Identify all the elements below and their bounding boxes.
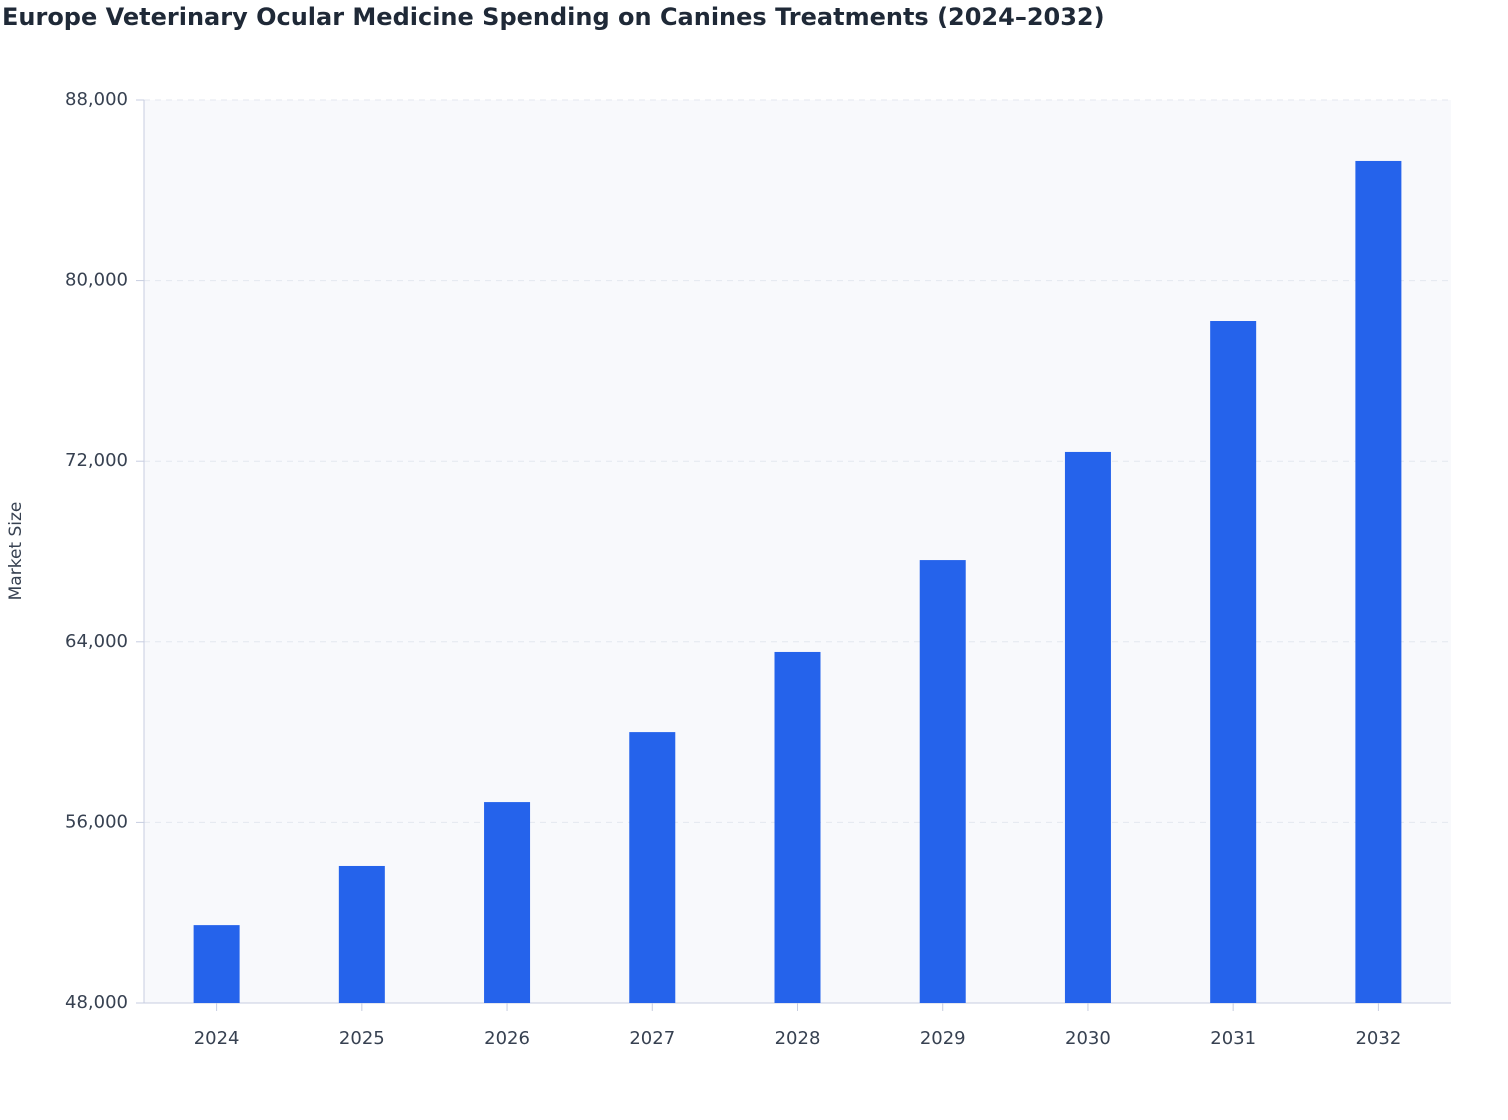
x-tick-label: 2024: [194, 1028, 240, 1049]
y-tick-label: 72,000: [65, 450, 128, 471]
x-tick-label: 2029: [920, 1028, 966, 1049]
x-tick-label: 2026: [484, 1028, 530, 1049]
y-axis-label: Market Size: [6, 502, 26, 601]
bar: [193, 925, 240, 1003]
y-tick-label: 64,000: [65, 631, 128, 652]
bar: [919, 560, 966, 1003]
chart-title: Europe Veterinary Ocular Medicine Spendi…: [2, 3, 1105, 31]
y-tick-label: 88,000: [65, 89, 128, 110]
x-tick-label: 2032: [1355, 1028, 1401, 1049]
bar: [1355, 160, 1402, 1003]
bar: [774, 651, 821, 1003]
x-tick-label: 2028: [775, 1028, 821, 1049]
bar: [1064, 451, 1111, 1004]
x-tick-label: 2030: [1065, 1028, 1111, 1049]
x-tick-label: 2025: [339, 1028, 385, 1049]
y-tick-label: 56,000: [65, 811, 128, 832]
y-tick-label: 48,000: [65, 992, 128, 1013]
x-tick-label: 2031: [1210, 1028, 1256, 1049]
bar: [338, 865, 385, 1003]
bar: [1210, 321, 1257, 1003]
x-tick-label: 2027: [629, 1028, 675, 1049]
y-tick-label: 80,000: [65, 270, 128, 291]
bar: [629, 732, 676, 1003]
bar: [484, 802, 531, 1003]
